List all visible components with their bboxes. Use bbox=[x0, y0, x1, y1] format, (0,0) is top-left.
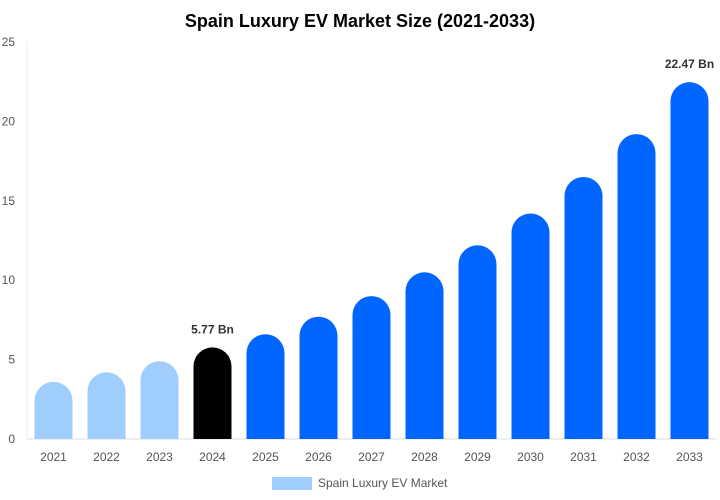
x-axis: 2021 2022 2023 2024 2025 2026 2027 2028 2029 2030… bbox=[40, 450, 703, 464]
bar-2024[interactable] bbox=[193, 347, 232, 439]
data-label: 22.47 Bn bbox=[665, 57, 714, 71]
data-label: 5.77 Bn bbox=[191, 322, 234, 336]
x-tick-label: 2031 bbox=[570, 450, 597, 464]
legend[interactable]: Spain Luxury EV Market bbox=[272, 476, 448, 490]
bars bbox=[34, 82, 709, 440]
x-tick-label: 2023 bbox=[146, 450, 173, 464]
bar-2030[interactable] bbox=[511, 213, 550, 439]
bar-2028[interactable] bbox=[405, 272, 444, 439]
bar-2027[interactable] bbox=[352, 296, 391, 439]
bar-2022[interactable] bbox=[87, 372, 126, 439]
legend-swatch bbox=[272, 477, 312, 490]
y-tick-label: 0 bbox=[8, 432, 15, 446]
bar-2033[interactable] bbox=[670, 82, 709, 440]
bar-2026[interactable] bbox=[299, 316, 338, 439]
bar-2021[interactable] bbox=[34, 381, 73, 439]
x-tick-label: 2032 bbox=[623, 450, 650, 464]
y-axis: 0 5 10 15 20 25 bbox=[2, 35, 16, 446]
x-tick-label: 2033 bbox=[676, 450, 703, 464]
x-tick-label: 2030 bbox=[517, 450, 544, 464]
y-tick-label: 25 bbox=[2, 35, 16, 49]
bar-2023[interactable] bbox=[140, 361, 179, 439]
y-tick-label: 20 bbox=[2, 114, 16, 128]
bar-2025[interactable] bbox=[246, 334, 285, 439]
x-tick-label: 2026 bbox=[305, 450, 332, 464]
bar-2029[interactable] bbox=[458, 245, 497, 439]
x-tick-label: 2029 bbox=[464, 450, 491, 464]
x-tick-label: 2028 bbox=[411, 450, 438, 464]
bar-2031[interactable] bbox=[564, 176, 603, 440]
x-tick-label: 2024 bbox=[199, 450, 226, 464]
y-tick-label: 5 bbox=[8, 353, 15, 367]
bar-2032[interactable] bbox=[617, 134, 656, 439]
y-tick-label: 15 bbox=[2, 194, 16, 208]
x-tick-label: 2025 bbox=[252, 450, 279, 464]
data-labels: 5.77 Bn 22.47 Bn bbox=[191, 57, 714, 336]
x-tick-label: 2022 bbox=[93, 450, 120, 464]
x-tick-label: 2027 bbox=[358, 450, 385, 464]
legend-label: Spain Luxury EV Market bbox=[318, 476, 448, 490]
y-tick-label: 10 bbox=[2, 273, 16, 287]
chart-title: Spain Luxury EV Market Size (2021-2033) bbox=[185, 11, 535, 31]
x-tick-label: 2021 bbox=[40, 450, 67, 464]
